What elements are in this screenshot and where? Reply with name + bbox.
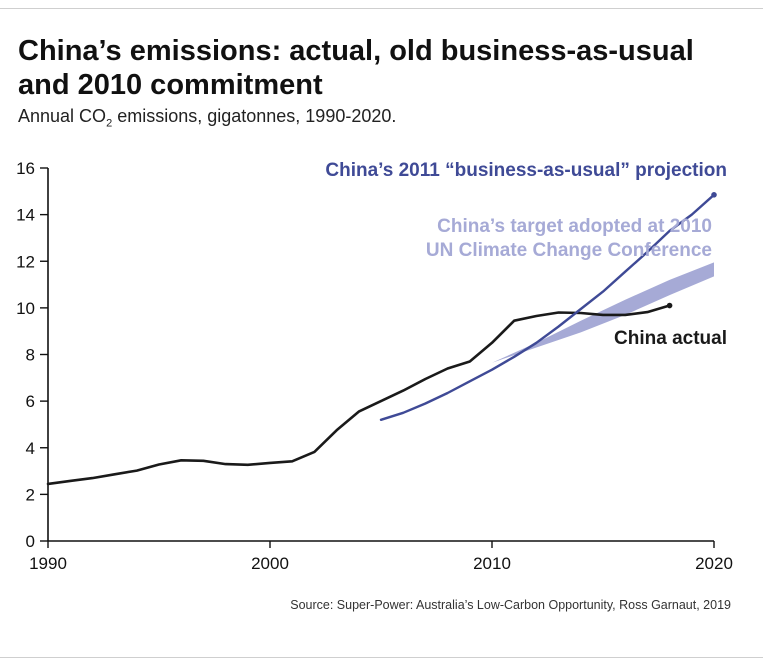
source-note: Source: Super-Power: Australia’s Low-Car… (290, 598, 731, 612)
chart-subtitle: Annual CO2 emissions, gigatonnes, 1990-2… (18, 106, 396, 130)
x-tick-label: 2000 (251, 554, 289, 573)
y-tick-label: 2 (26, 485, 35, 504)
actual-end-point (666, 302, 673, 309)
target-label-line-1: China’s target adopted at 2010 (437, 216, 712, 237)
y-tick-label: 4 (26, 439, 35, 458)
x-axis-ticks: 1990 2000 2010 2020 (29, 541, 733, 573)
y-tick-label: 16 (16, 159, 35, 178)
actual-line (46, 304, 671, 486)
projection-end-point (711, 192, 717, 198)
x-tick-label: 2010 (473, 554, 511, 573)
chart-title: China’s emissions: actual, old business-… (18, 35, 694, 101)
subtitle-pre: Annual CO (18, 106, 107, 126)
target-band (492, 262, 714, 363)
y-tick-label: 8 (26, 346, 35, 365)
subtitle-subscript: 2 (106, 117, 113, 130)
actual-label: China actual (614, 328, 727, 349)
y-tick-label: 0 (26, 532, 35, 551)
y-tick-label: 10 (16, 299, 35, 318)
projection-label: China’s 2011 “business-as-usual” project… (325, 160, 727, 181)
top-rule (0, 8, 763, 9)
subtitle-post: emissions, gigatonnes, 1990-2020. (112, 106, 397, 126)
y-tick-label: 14 (16, 206, 35, 225)
x-tick-label: 1990 (29, 554, 67, 573)
y-tick-label: 6 (26, 392, 35, 411)
x-tick-label: 2020 (695, 554, 733, 573)
bottom-rule (0, 657, 763, 658)
y-axis-ticks: 0 2 4 6 8 10 12 14 16 (16, 159, 48, 551)
y-tick-label: 12 (16, 252, 35, 271)
projection-line (379, 193, 716, 421)
target-label-line-2: UN Climate Change Conference (426, 240, 712, 261)
